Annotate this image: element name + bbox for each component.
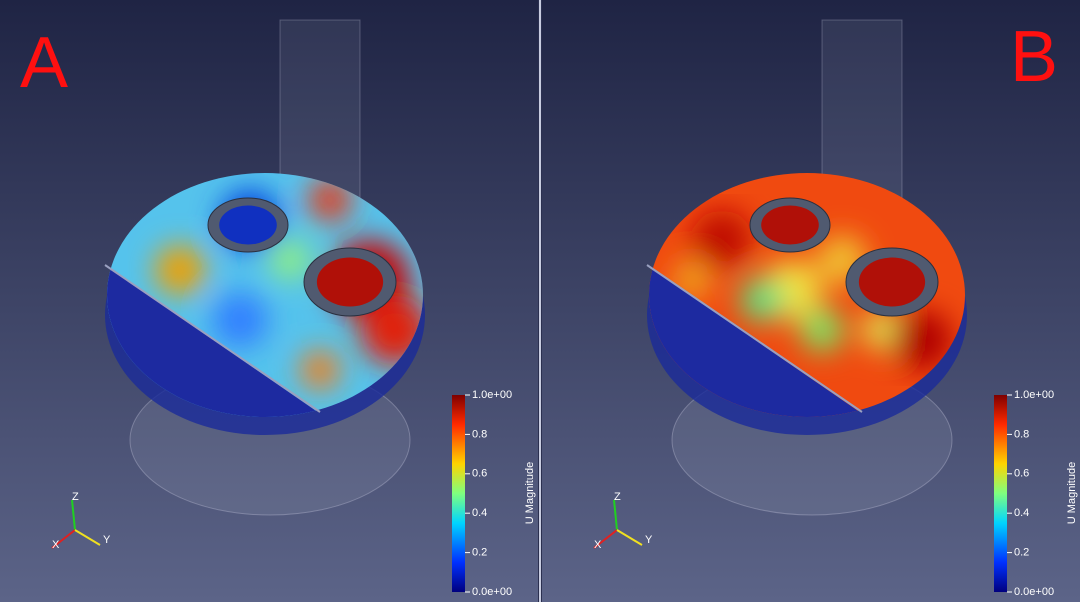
colorbar-tick-label: 0.4	[472, 507, 487, 519]
colorbar-tick-label: 0.6	[472, 468, 487, 480]
axis-z	[613, 499, 618, 531]
axis-x-label: X	[594, 539, 602, 551]
field-blobs	[672, 210, 952, 370]
field-blob	[155, 245, 205, 295]
outlet	[219, 205, 277, 245]
colorbar-tick-label: 0.4	[1014, 507, 1029, 519]
render-panel: A Z X Y 1.0e+00 0.8 0.6 0.4 0.2 0.0e+00 U Magnitud…	[0, 0, 538, 602]
field-blob	[800, 308, 844, 352]
axis-z	[71, 499, 76, 531]
outlet	[858, 257, 926, 307]
colorbar	[994, 395, 1007, 592]
colorbar	[452, 395, 465, 592]
colorbar-tick-label: 0.0e+00	[472, 586, 512, 598]
field-blob	[270, 240, 310, 280]
axis-x	[51, 529, 76, 549]
axis-y	[616, 529, 643, 546]
colorbar-tick-label: 0.6	[1014, 468, 1029, 480]
panel-label: A	[20, 23, 68, 103]
axis-x-label: X	[52, 539, 60, 551]
colorbar-title: U Magnitude	[524, 462, 536, 524]
axis-z-label: Z	[614, 491, 621, 503]
cut-edge	[104, 264, 321, 413]
render-panel: B Z X Y 1.0e+00 0.8 0.6 0.4 0.2 0.0e+00 U Magnitud…	[542, 0, 1080, 602]
panel-label: B	[1010, 17, 1058, 97]
colorbar-tick-label: 0.0e+00	[1014, 586, 1054, 598]
axis-y	[74, 529, 101, 546]
axis-y-label: Y	[645, 534, 653, 546]
cut-edge	[646, 264, 863, 413]
axis-y-label: Y	[103, 534, 111, 546]
field-blob	[300, 350, 340, 390]
colorbar-tick-label: 0.8	[472, 428, 487, 440]
field-blob	[692, 210, 752, 270]
colorbar-tick-label: 0.2	[1014, 547, 1029, 559]
colorbar-tick-label: 0.2	[472, 547, 487, 559]
field-blob	[892, 310, 952, 370]
axis-z-label: Z	[72, 491, 79, 503]
axis-x	[593, 529, 618, 549]
colorbar-tick-label: 0.8	[1014, 428, 1029, 440]
field-blob	[740, 278, 784, 322]
field-blob	[212, 292, 268, 348]
field-blob	[308, 178, 352, 222]
colorbar-tick-label: 1.0e+00	[472, 389, 512, 401]
outlet	[316, 257, 384, 307]
colorbar-title: U Magnitude	[1066, 462, 1078, 524]
outlet	[761, 205, 819, 245]
colorbar-tick-label: 1.0e+00	[1014, 389, 1054, 401]
